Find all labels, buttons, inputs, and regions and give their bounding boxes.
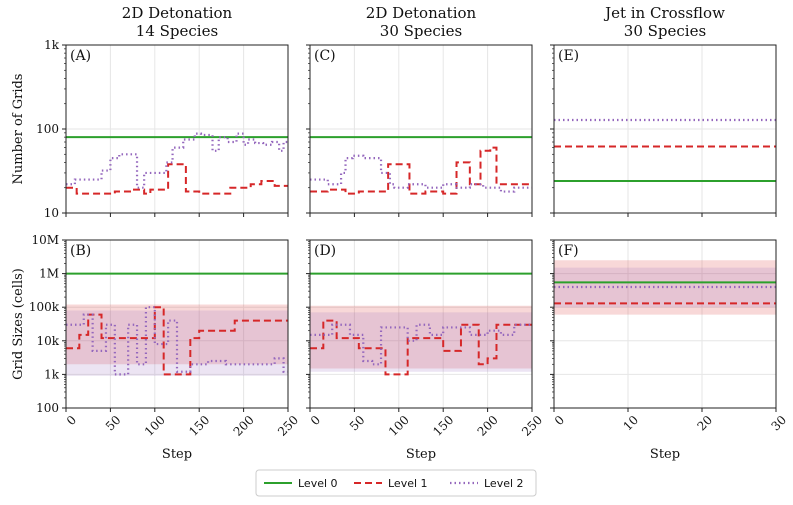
panel-title-line: 14 Species xyxy=(136,22,218,40)
panel-label: (C) xyxy=(314,48,336,64)
xtick-label: 250 xyxy=(519,413,545,439)
x-axis-label: Step xyxy=(650,447,680,462)
panel-title-line: 30 Species xyxy=(624,22,706,40)
band-d-1 xyxy=(310,312,532,371)
ytick-label: 10M xyxy=(31,233,59,247)
figure: 101001k(A)2D Detonation14 SpeciesNumber … xyxy=(0,0,793,505)
series-c-level2 xyxy=(310,156,532,192)
x-axis-label: Step xyxy=(406,447,436,462)
xtick-label: 30 xyxy=(768,413,789,434)
panel-label: (F) xyxy=(558,243,579,259)
panel-label: (E) xyxy=(558,48,579,64)
xtick-label: 20 xyxy=(694,413,715,434)
xtick-label: 0 xyxy=(308,413,323,428)
ytick-label: 10 xyxy=(44,206,59,220)
ytick-label: 100k xyxy=(29,300,60,314)
ytick-label: 100 xyxy=(36,401,59,415)
ytick-label: 1k xyxy=(44,367,60,381)
band-f-1 xyxy=(554,268,776,308)
xtick-label: 100 xyxy=(386,413,412,439)
xtick-label: 50 xyxy=(103,413,124,434)
xtick-label: 10 xyxy=(620,413,641,434)
panel-title-line: 2D Detonation xyxy=(366,4,477,22)
series-a-level2 xyxy=(66,134,288,188)
panel-d: 0 50 100 150 200 250 (D) Step xyxy=(306,240,545,462)
xtick-label: 0 xyxy=(552,413,567,428)
xtick-label: 50 xyxy=(347,413,368,434)
x-axis-label: Step xyxy=(162,447,192,462)
y-axis-label: Grid Sizes (cells) xyxy=(11,268,26,380)
ytick-label: 100 xyxy=(36,122,59,136)
legend-label-level2: Level 2 xyxy=(484,477,524,490)
xtick-label: 200 xyxy=(475,413,501,439)
legend-label-level0: Level 0 xyxy=(298,477,338,490)
panel-title-line: 30 Species xyxy=(380,22,462,40)
xtick-label: 150 xyxy=(186,413,212,439)
legend-label-level1: Level 1 xyxy=(388,477,428,490)
legend: Level 0 Level 1 Level 2 xyxy=(256,470,536,496)
panel-label: (A) xyxy=(70,48,91,64)
panel-label: (B) xyxy=(70,243,91,259)
ytick-label: 1k xyxy=(44,38,60,52)
xtick-label: 100 xyxy=(142,413,168,439)
panel-b: 0 50 100 150 200 250 100 1k 10k 100k 1M 10M (B) Grid … xyxy=(11,233,301,462)
y-axis-label: Number of Grids xyxy=(11,74,26,185)
ytick-label: 1M xyxy=(39,267,59,281)
panel-title-line: Jet in Crossflow xyxy=(603,4,725,22)
xtick-label: 150 xyxy=(430,413,456,439)
panel-f: 0 10 20 30 (F) Step xyxy=(550,240,789,462)
panel-label: (D) xyxy=(314,243,336,259)
ytick-label: 10k xyxy=(36,334,59,348)
xtick-label: 0 xyxy=(64,413,79,428)
xtick-label: 200 xyxy=(231,413,257,439)
panel-title-line: 2D Detonation xyxy=(122,4,233,22)
xtick-label: 250 xyxy=(275,413,301,439)
series-a-level1 xyxy=(66,164,288,193)
